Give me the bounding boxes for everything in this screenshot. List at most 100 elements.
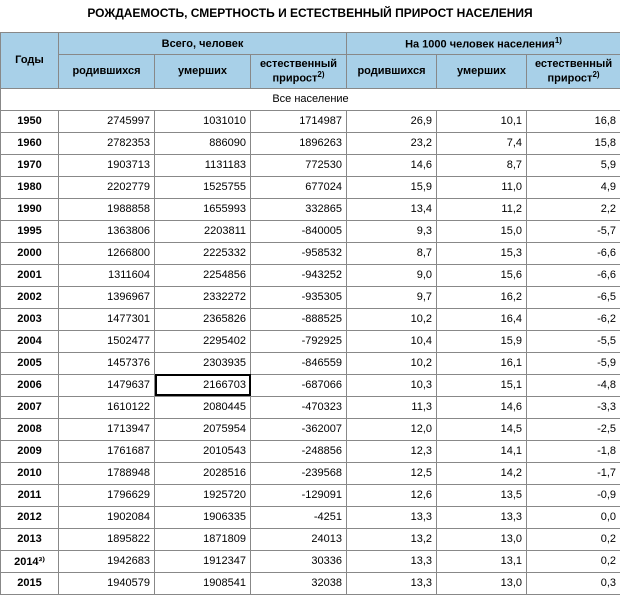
cell-value[interactable]: 16,1 [437,352,527,374]
cell-value[interactable]: 0,3 [527,572,620,594]
cell-year[interactable]: 1960 [1,132,59,154]
cell-value[interactable]: 1871809 [155,528,251,550]
cell-year[interactable]: 2007 [1,396,59,418]
cell-value[interactable]: 2745997 [59,110,155,132]
cell-value[interactable]: 13,3 [347,572,437,594]
cell-value[interactable]: -3,3 [527,396,620,418]
cell-year[interactable]: 2008 [1,418,59,440]
cell-value[interactable]: 14,6 [437,396,527,418]
cell-year[interactable]: 2013 [1,528,59,550]
cell-value[interactable]: -5,7 [527,220,620,242]
cell-value[interactable]: -2,5 [527,418,620,440]
cell-value[interactable]: 0,2 [527,528,620,550]
cell-value[interactable]: -792925 [251,330,347,352]
cell-value[interactable]: 1796629 [59,484,155,506]
cell-value[interactable]: 2365826 [155,308,251,330]
cell-value[interactable]: 15,1 [437,374,527,396]
cell-value[interactable]: 1903713 [59,154,155,176]
cell-value[interactable]: -687066 [251,374,347,396]
cell-value[interactable]: 1311604 [59,264,155,286]
cell-year[interactable]: 2009 [1,440,59,462]
cell-value[interactable]: 2203811 [155,220,251,242]
cell-year[interactable]: 2001 [1,264,59,286]
cell-year[interactable]: 2014³⁾ [1,550,59,572]
cell-value[interactable]: 8,7 [437,154,527,176]
cell-value[interactable]: -5,5 [527,330,620,352]
cell-value[interactable]: 16,8 [527,110,620,132]
cell-value[interactable]: 15,0 [437,220,527,242]
cell-value[interactable]: 1031010 [155,110,251,132]
cell-value[interactable]: 2010543 [155,440,251,462]
cell-value[interactable]: 13,5 [437,484,527,506]
cell-value[interactable]: 16,2 [437,286,527,308]
cell-year[interactable]: 2004 [1,330,59,352]
cell-value[interactable]: 2202779 [59,176,155,198]
cell-year[interactable]: 1980 [1,176,59,198]
cell-value[interactable]: 1788948 [59,462,155,484]
cell-value[interactable]: 1714987 [251,110,347,132]
cell-value[interactable]: 14,6 [347,154,437,176]
cell-year[interactable]: 2003 [1,308,59,330]
cell-value[interactable]: 2028516 [155,462,251,484]
cell-value[interactable]: 0,0 [527,506,620,528]
cell-value[interactable]: 886090 [155,132,251,154]
cell-value[interactable]: 772530 [251,154,347,176]
cell-value[interactable]: 13,2 [347,528,437,550]
cell-year[interactable]: 1970 [1,154,59,176]
cell-value[interactable]: 13,3 [437,506,527,528]
cell-value[interactable]: 1895822 [59,528,155,550]
cell-value[interactable]: 10,1 [437,110,527,132]
cell-value[interactable]: -129091 [251,484,347,506]
cell-value[interactable]: 13,0 [437,528,527,550]
cell-value[interactable]: 15,6 [437,264,527,286]
cell-value[interactable]: -6,6 [527,242,620,264]
cell-value[interactable]: 1902084 [59,506,155,528]
cell-value[interactable]: 1363806 [59,220,155,242]
cell-value[interactable]: 13,3 [347,550,437,572]
cell-value[interactable]: 12,6 [347,484,437,506]
cell-value[interactable]: 0,2 [527,550,620,572]
cell-value[interactable]: -4251 [251,506,347,528]
cell-value[interactable]: 1610122 [59,396,155,418]
cell-value[interactable]: 15,3 [437,242,527,264]
cell-value[interactable]: 5,9 [527,154,620,176]
cell-value[interactable]: -239568 [251,462,347,484]
cell-value[interactable]: -1,7 [527,462,620,484]
cell-year[interactable]: 2010 [1,462,59,484]
cell-value[interactable]: 2254856 [155,264,251,286]
cell-value[interactable]: 2782353 [59,132,155,154]
cell-value[interactable]: 13,0 [437,572,527,594]
cell-value[interactable]: 1942683 [59,550,155,572]
cell-value[interactable]: 10,3 [347,374,437,396]
cell-value[interactable]: 30336 [251,550,347,572]
cell-year[interactable]: 2005 [1,352,59,374]
cell-value[interactable]: -0,9 [527,484,620,506]
cell-value[interactable]: 1925720 [155,484,251,506]
cell-value[interactable]: 24013 [251,528,347,550]
cell-value[interactable]: 14,1 [437,440,527,462]
cell-year[interactable]: 2000 [1,242,59,264]
cell-value[interactable]: 1761687 [59,440,155,462]
cell-year[interactable]: 2015 [1,572,59,594]
cell-value[interactable]: 1912347 [155,550,251,572]
cell-value[interactable]: 26,9 [347,110,437,132]
cell-value[interactable]: -935305 [251,286,347,308]
cell-value[interactable]: 12,5 [347,462,437,484]
cell-value[interactable]: 13,4 [347,198,437,220]
cell-year[interactable]: 1995 [1,220,59,242]
cell-value[interactable]: 9,3 [347,220,437,242]
cell-value[interactable]: 2166703 [155,374,251,396]
cell-value[interactable]: 9,0 [347,264,437,286]
cell-value[interactable]: 16,4 [437,308,527,330]
cell-value[interactable]: 11,2 [437,198,527,220]
cell-year[interactable]: 2011 [1,484,59,506]
cell-value[interactable]: 2332272 [155,286,251,308]
cell-value[interactable]: 1988858 [59,198,155,220]
cell-value[interactable]: -5,9 [527,352,620,374]
cell-value[interactable]: 15,9 [437,330,527,352]
cell-year[interactable]: 1990 [1,198,59,220]
cell-value[interactable]: 15,9 [347,176,437,198]
cell-year[interactable]: 2002 [1,286,59,308]
cell-value[interactable]: 15,8 [527,132,620,154]
cell-value[interactable]: 10,2 [347,308,437,330]
